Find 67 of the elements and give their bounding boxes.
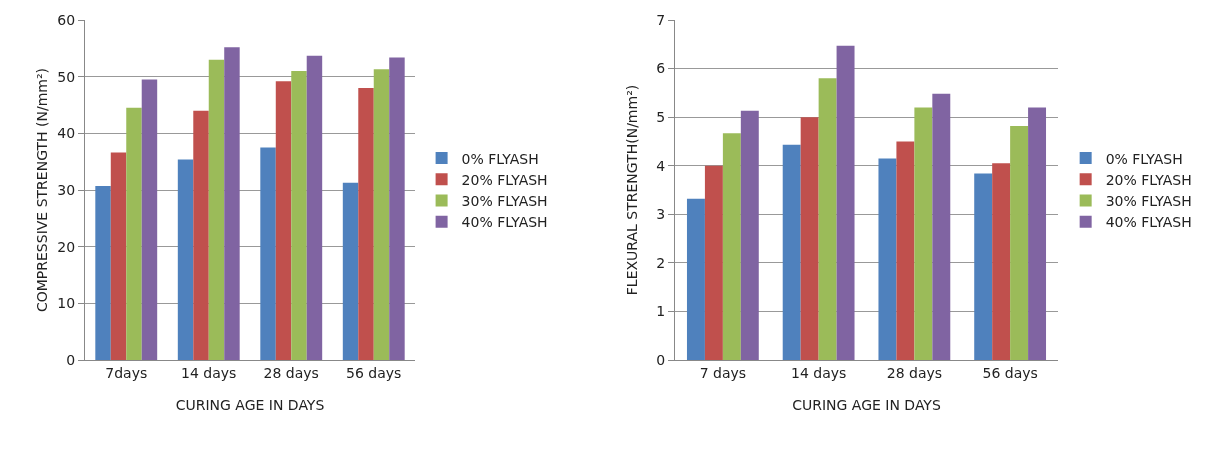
y-axis-title: COMPRESSIVE STRENGTH (N/mm²)	[34, 67, 50, 313]
bar	[342, 182, 359, 360]
bar	[800, 117, 819, 360]
bar	[974, 173, 993, 360]
x-tick-label: 56 days	[982, 364, 1038, 381]
bar	[306, 55, 323, 360]
legend-label: 40% FLYASH	[1105, 214, 1192, 231]
bar	[932, 93, 951, 360]
bar	[686, 198, 705, 360]
bar	[782, 144, 801, 360]
x-tick-label: 7 days	[699, 364, 747, 381]
bar	[95, 186, 111, 360]
bar	[836, 45, 855, 360]
bar	[722, 133, 741, 360]
x-tick-label: 28 days	[263, 364, 319, 381]
legend-label: 20% FLYASH	[1105, 171, 1192, 188]
y-tick-label: 50	[57, 68, 76, 85]
bar	[275, 81, 292, 360]
y-axis-title: FLEXURAL STRENGTH(N/mm²)	[624, 84, 640, 296]
y-tick-label: 0	[656, 351, 666, 368]
bar	[177, 159, 194, 360]
bar	[878, 158, 897, 360]
y-tick-label: 20	[57, 238, 76, 255]
bar	[141, 79, 158, 360]
y-tick-label: 60	[57, 11, 76, 28]
bar	[224, 47, 240, 360]
legend-label: 0% FLYASH	[1105, 150, 1183, 167]
x-axis-title: CURING AGE IN DAYS	[175, 397, 325, 414]
legend-label: 20% FLYASH	[461, 171, 548, 188]
x-tick-label: 7days	[105, 364, 148, 381]
bar	[992, 163, 1011, 360]
bar	[291, 71, 307, 360]
y-tick-label: 1	[656, 303, 666, 320]
bar	[740, 110, 759, 360]
y-tick-label: 5	[656, 109, 666, 126]
y-tick-label: 3	[656, 206, 666, 223]
x-tick-label: 56 days	[346, 364, 402, 381]
legend-label: 30% FLYASH	[1105, 192, 1192, 209]
bar	[1010, 125, 1029, 360]
bar	[914, 107, 933, 360]
bar	[260, 147, 276, 360]
y-tick-label: 4	[656, 157, 666, 174]
bar	[373, 69, 390, 360]
x-tick-label: 14 days	[790, 364, 847, 381]
bar	[193, 110, 209, 360]
bar	[704, 165, 723, 360]
y-tick-label: 30	[57, 181, 76, 198]
x-tick-label: 28 days	[886, 364, 943, 381]
y-tick-label: 6	[656, 60, 666, 77]
legend-label: 40% FLYASH	[461, 214, 548, 231]
bar	[110, 152, 127, 360]
y-tick-label: 0	[66, 351, 76, 368]
bar	[208, 59, 225, 360]
x-tick-label: 14 days	[181, 364, 237, 381]
y-tick-label: 7	[656, 11, 666, 28]
y-tick-label: 2	[656, 254, 666, 271]
legend-label: 0% FLYASH	[461, 150, 539, 167]
bar	[389, 57, 405, 360]
legend-label: 30% FLYASH	[461, 192, 548, 209]
x-axis-title: CURING AGE IN DAYS	[792, 397, 941, 414]
bar	[126, 107, 142, 360]
y-tick-label: 10	[57, 295, 76, 312]
y-tick-label: 40	[57, 125, 76, 142]
bar	[358, 88, 374, 360]
bar	[1028, 107, 1047, 360]
bar	[896, 141, 915, 360]
bar	[818, 78, 837, 360]
